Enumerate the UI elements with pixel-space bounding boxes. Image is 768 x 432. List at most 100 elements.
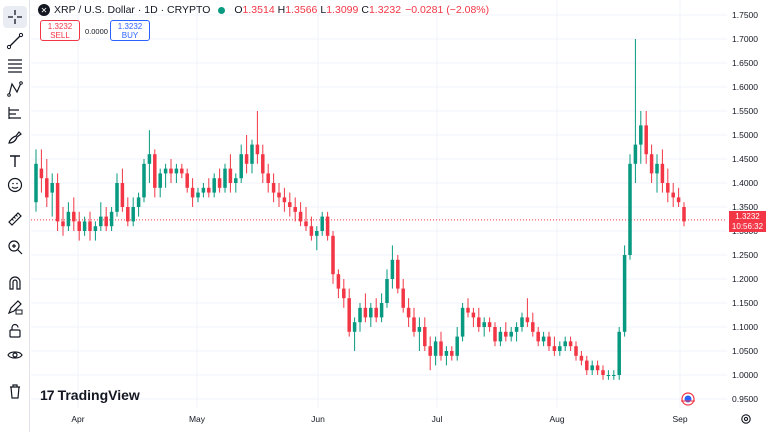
candle (136, 192, 141, 217)
candle-body (223, 168, 227, 188)
candle-body (563, 341, 567, 347)
ruler-icon[interactable] (3, 208, 27, 230)
text-icon[interactable] (3, 150, 27, 172)
buy-price: 1.3232 (117, 22, 143, 31)
x-tick-label: Jun (311, 414, 325, 424)
candle (536, 327, 540, 347)
candle-body (174, 168, 179, 174)
candle-body (455, 336, 459, 356)
magnet-icon[interactable] (3, 272, 27, 294)
candle (590, 360, 594, 375)
candle-body (482, 322, 486, 327)
candle (266, 163, 270, 193)
sell-button[interactable]: 1.3232 SELL (40, 20, 80, 41)
candle (99, 202, 103, 231)
eye-icon[interactable] (3, 344, 27, 366)
candle-body (277, 192, 281, 198)
pattern-icon[interactable] (3, 78, 27, 100)
candle-body (131, 207, 135, 222)
x-tick-label: Sep (672, 414, 687, 424)
candle (196, 187, 200, 203)
candle-body (261, 154, 265, 174)
candle-body (185, 173, 189, 188)
candle (39, 149, 44, 193)
candle-body (255, 144, 260, 155)
low-label: L (320, 4, 327, 16)
settings-gear-icon[interactable] (740, 413, 752, 425)
candle-body (309, 226, 314, 236)
candle (282, 187, 287, 212)
candle-body (385, 279, 389, 303)
candle-body (169, 168, 173, 174)
candle (595, 360, 600, 375)
candle (153, 149, 157, 198)
zoom-in-icon[interactable] (3, 236, 27, 258)
candle-body (504, 331, 508, 337)
grid (31, 0, 727, 408)
candle-body (342, 288, 346, 299)
candle (61, 207, 65, 236)
trend-line-icon[interactable] (3, 30, 27, 52)
candle-body (682, 207, 686, 222)
emoji-icon[interactable] (3, 174, 27, 196)
xrp-icon[interactable]: ✕ (38, 4, 50, 16)
candle (315, 226, 319, 251)
close-label: C (361, 4, 369, 16)
candle-body (347, 298, 351, 332)
tradingview-mark-icon: 17 (40, 387, 55, 403)
candle-body (649, 154, 654, 174)
candle-body (471, 312, 476, 318)
candle-body (217, 178, 222, 188)
candle (541, 331, 546, 347)
candle-body (612, 375, 616, 376)
candle-body (450, 351, 454, 356)
candle (72, 197, 76, 231)
economic-events-icon[interactable] (677, 392, 699, 406)
candle (369, 303, 373, 327)
candle (379, 293, 384, 323)
fib-icon[interactable] (3, 54, 27, 76)
trash-icon[interactable] (3, 380, 27, 402)
candle (298, 202, 303, 227)
time-axis[interactable]: Apr May Jun Jul Aug Sep (71, 414, 687, 424)
candle-body (601, 370, 605, 375)
tradingview-logo[interactable]: 17 TradingView (40, 387, 140, 403)
candle (466, 298, 470, 318)
buy-button[interactable]: 1.3232 BUY (110, 20, 150, 41)
candle-body (88, 221, 92, 231)
y-tick-label: 1.0500 (732, 346, 758, 356)
candle-body (298, 211, 303, 222)
candle (676, 187, 681, 207)
candle (633, 39, 638, 183)
price-axis[interactable]: 1.7500 1.7000 1.6500 1.6000 1.5500 1.5000 1.45… (732, 10, 758, 404)
candle-body (531, 322, 535, 332)
candle (406, 298, 411, 327)
candle-body (428, 346, 432, 356)
candle (617, 327, 621, 380)
crosshair-icon[interactable] (3, 6, 27, 28)
candle (568, 336, 573, 351)
candle-body (266, 173, 270, 183)
candle-body (212, 178, 216, 193)
candle-body (579, 355, 584, 361)
candle-body (271, 183, 276, 193)
symbol-title[interactable]: XRP / U.S. Dollar · 1D · CRYPTO (54, 4, 211, 16)
candle (271, 173, 276, 203)
candle (320, 211, 324, 236)
candle (331, 231, 335, 284)
y-tick-label: 1.2500 (732, 250, 758, 260)
measure-lines-icon[interactable] (3, 102, 27, 124)
candle-body (207, 187, 211, 193)
candle-body (50, 183, 54, 193)
lock-icon[interactable] (3, 320, 27, 342)
brush-icon[interactable] (3, 126, 27, 148)
lock-pencil-icon[interactable] (3, 296, 27, 318)
x-tick-label: Jul (432, 414, 443, 424)
candle-body (525, 317, 530, 323)
open-label: O (234, 4, 243, 16)
candle (649, 144, 654, 183)
candle-body (142, 163, 146, 198)
candle (217, 168, 222, 193)
candle-body (390, 259, 395, 279)
